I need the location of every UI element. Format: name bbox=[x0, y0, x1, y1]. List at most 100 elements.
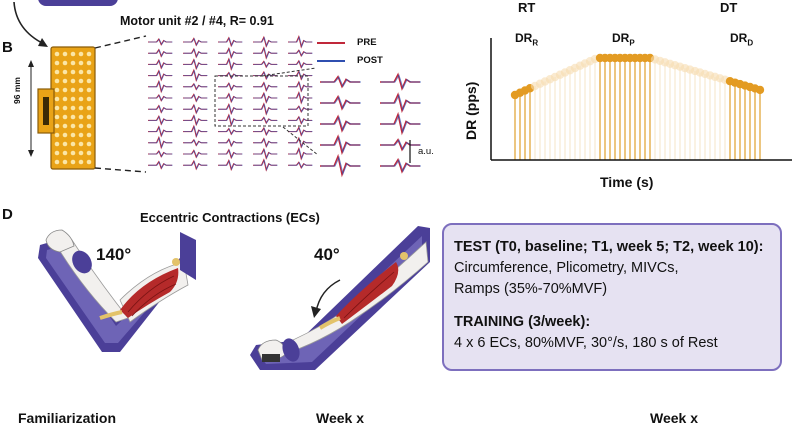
electrode-dot bbox=[62, 114, 68, 120]
muap-post-trace bbox=[148, 38, 173, 46]
electrode-dot bbox=[62, 96, 68, 102]
muap-post-trace bbox=[288, 35, 313, 48]
arm-illustration-140 bbox=[38, 229, 196, 352]
electrode-dot bbox=[70, 60, 76, 66]
electrode-dot bbox=[86, 87, 92, 93]
panel-letter-d: D bbox=[2, 206, 13, 223]
bottom-label-familiarization: Familiarization bbox=[18, 410, 117, 426]
electrode-dot bbox=[62, 123, 68, 129]
electrode-dot bbox=[54, 78, 60, 84]
muap-post-trace bbox=[148, 80, 173, 93]
motor-unit-title: Motor unit #2 / #4, R= 0.91 bbox=[120, 14, 274, 28]
muap-post-trace bbox=[148, 105, 173, 114]
x-axis-label: Time (s) bbox=[600, 174, 654, 190]
muap-post-trace bbox=[218, 159, 243, 171]
muap-post-zoom bbox=[321, 135, 361, 154]
electrode-dot bbox=[78, 69, 84, 75]
muap-post-trace bbox=[218, 82, 243, 91]
electrode-dot bbox=[54, 132, 60, 138]
muap-post-trace bbox=[288, 147, 313, 160]
electrode-dot bbox=[86, 150, 92, 156]
muap-post-trace bbox=[288, 60, 313, 69]
electrode-dot bbox=[54, 105, 60, 111]
muap-post-trace bbox=[183, 115, 208, 126]
electrode-dot bbox=[54, 150, 60, 156]
electrode-dot bbox=[54, 159, 60, 165]
muap-post-trace bbox=[288, 91, 313, 104]
test-line: Ramps (35%-70%MVF) bbox=[454, 281, 608, 297]
muap-post-trace bbox=[183, 125, 208, 138]
muap-post-trace bbox=[183, 37, 208, 46]
scale-bar-label: a.u. bbox=[418, 146, 434, 157]
muap-post-trace bbox=[218, 128, 243, 135]
electrode-dot bbox=[70, 78, 76, 84]
bottom-label-week: Week x bbox=[650, 410, 698, 426]
electrode-dot bbox=[78, 132, 84, 138]
electrode-dot bbox=[70, 69, 76, 75]
electrode-dot bbox=[78, 87, 84, 93]
test-heading: TEST (T0, baseline; T1, week 5; T2, week… bbox=[454, 239, 764, 255]
muap-post-trace bbox=[253, 103, 278, 115]
muap-post-trace bbox=[288, 116, 313, 125]
electrode-dot bbox=[62, 105, 68, 111]
muap-post-zoom bbox=[321, 155, 361, 176]
muap-post-trace bbox=[288, 126, 313, 137]
muap-post-trace bbox=[253, 148, 278, 160]
muap-post-trace bbox=[148, 161, 173, 170]
muap-post-trace bbox=[183, 83, 208, 91]
electrode-dot bbox=[78, 105, 84, 111]
electrode-dot bbox=[86, 105, 92, 111]
eccentric-title: Eccentric Contractions (ECs) bbox=[140, 210, 320, 225]
muap-post-trace bbox=[288, 105, 313, 113]
electrode-dot bbox=[78, 159, 84, 165]
electrode-dot bbox=[70, 114, 76, 120]
electrode-dot bbox=[86, 123, 92, 129]
rt-label: RT bbox=[518, 0, 536, 15]
muap-post-trace bbox=[218, 103, 243, 115]
panel-letter-b: B bbox=[2, 39, 13, 56]
electrode-dot bbox=[62, 69, 68, 75]
legend-post-label: POST bbox=[357, 55, 383, 66]
muap-post-trace bbox=[218, 114, 243, 127]
electrode-dot bbox=[70, 51, 76, 57]
muap-post-trace bbox=[183, 139, 208, 147]
muap-post-trace bbox=[183, 160, 208, 170]
electrode-grid bbox=[37, 46, 96, 170]
muap-post-trace bbox=[288, 81, 313, 92]
electrode-dot bbox=[86, 114, 92, 120]
electrode-dot bbox=[54, 51, 60, 57]
discharge-dot bbox=[755, 85, 765, 95]
electrode-dot bbox=[62, 78, 68, 84]
electrode-dot bbox=[62, 60, 68, 66]
muap-waveform-grid bbox=[148, 35, 313, 172]
dr-recruitment-label: DRR bbox=[515, 31, 539, 48]
muap-post-zoom bbox=[381, 139, 421, 151]
electrode-dot bbox=[86, 96, 92, 102]
electrode-dot bbox=[78, 51, 84, 57]
electrode-dot bbox=[62, 87, 68, 93]
muap-post-zoom bbox=[321, 96, 361, 110]
muap-post-trace bbox=[218, 37, 243, 47]
training-line: 4 x 6 ECs, 80%MVF, 30°/s, 180 s of Rest bbox=[454, 335, 718, 351]
muap-post-trace bbox=[183, 93, 208, 102]
electrode-dot bbox=[62, 141, 68, 147]
y-axis-label: DR (pps) bbox=[463, 81, 479, 140]
electrode-dot bbox=[70, 123, 76, 129]
protocol-box: TEST (T0, baseline; T1, week 5; T2, week… bbox=[442, 223, 782, 371]
muap-post-trace bbox=[183, 149, 208, 158]
muap-post-zoom bbox=[381, 74, 421, 90]
legend-pre-label: PRE bbox=[357, 37, 377, 48]
electrode-size-label: 96 mm bbox=[12, 77, 22, 104]
muap-post-zoom bbox=[321, 116, 361, 132]
electrode-dot bbox=[86, 78, 92, 84]
muap-post-trace bbox=[253, 92, 278, 104]
electrode-dot bbox=[62, 132, 68, 138]
muap-post-trace bbox=[253, 82, 278, 92]
angle-end-label: 40° bbox=[314, 245, 340, 264]
muap-post-trace bbox=[218, 47, 243, 59]
muap-post-trace bbox=[148, 136, 173, 149]
angle-start-label: 140° bbox=[96, 245, 132, 264]
electrode-dot bbox=[78, 123, 84, 129]
muap-post-trace bbox=[183, 104, 208, 114]
